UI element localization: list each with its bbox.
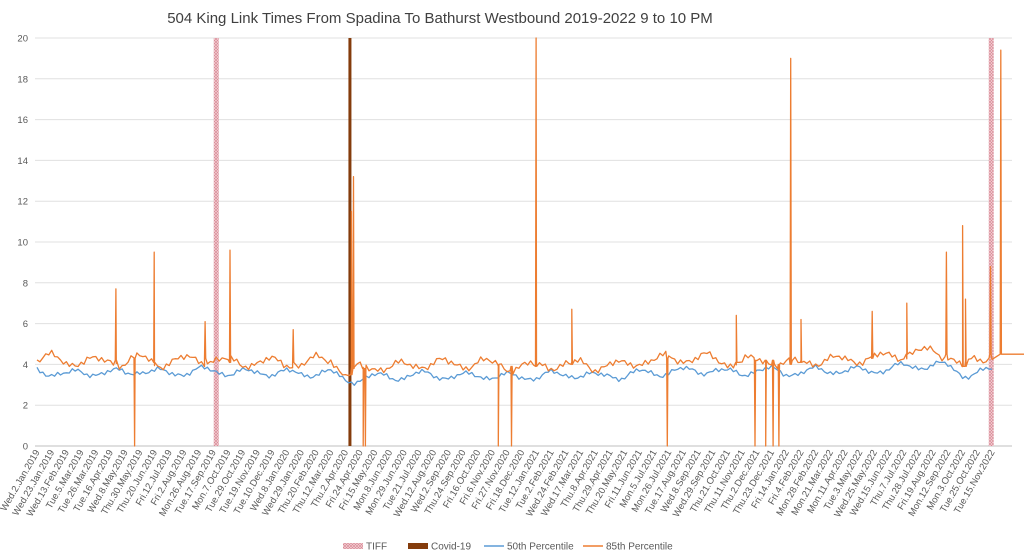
legend-item-85th-percentile: 85th Percentile bbox=[583, 542, 673, 553]
y-tick-label: 18 bbox=[17, 74, 28, 85]
y-tick-label: 14 bbox=[17, 156, 28, 167]
y-tick-label: 2 bbox=[23, 401, 28, 412]
legend-label: 85th Percentile bbox=[606, 542, 673, 553]
y-tick-label: 0 bbox=[23, 442, 28, 453]
legend-label: Covid-19 bbox=[431, 542, 471, 553]
legend-label: TIFF bbox=[366, 542, 387, 553]
y-tick-label: 6 bbox=[23, 319, 28, 330]
legend-swatch bbox=[408, 543, 428, 549]
y-tick-label: 16 bbox=[17, 115, 28, 126]
tiff-marker bbox=[213, 38, 219, 446]
y-tick-label: 20 bbox=[17, 34, 28, 45]
y-tick-label: 12 bbox=[17, 197, 28, 208]
y-tick-label: 8 bbox=[23, 278, 28, 289]
y-tick-label: 4 bbox=[23, 360, 28, 371]
legend-item-50th-percentile: 50th Percentile bbox=[484, 542, 574, 553]
legend-item-tiff: TIFF bbox=[343, 542, 387, 553]
series-50th-percentile-line bbox=[36, 360, 993, 386]
legend-item-covid-19: Covid-19 bbox=[408, 542, 471, 553]
series-85th-percentile-line bbox=[36, 37, 1024, 447]
chart-title: 504 King Link Times From Spadina To Bath… bbox=[167, 10, 713, 27]
legend: TIFF Covid-19 50th Percentile 85th Percenti… bbox=[343, 542, 673, 553]
covid-marker bbox=[348, 38, 352, 446]
legend-label: 50th Percentile bbox=[507, 542, 574, 553]
tiff-marker bbox=[988, 38, 994, 446]
y-tick-label: 10 bbox=[17, 238, 28, 249]
legend-swatch bbox=[343, 543, 363, 549]
